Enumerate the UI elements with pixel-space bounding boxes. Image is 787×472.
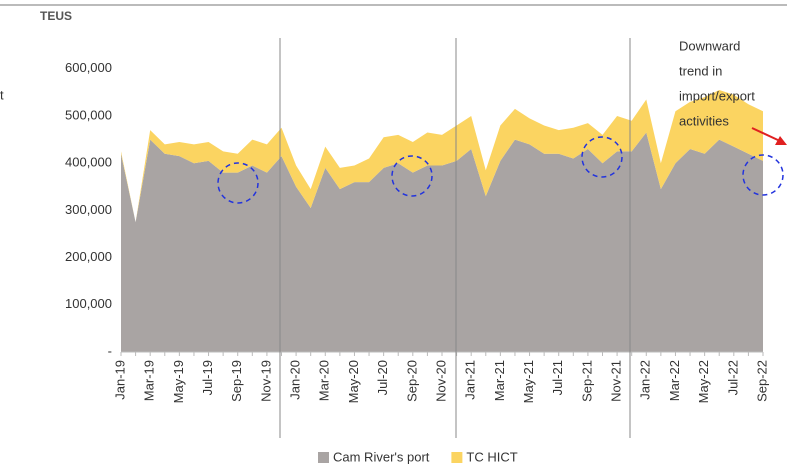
x-tick-label: May-19 — [171, 360, 186, 403]
y-tick-label: 200,000 — [65, 249, 112, 264]
y-tick-label: 100,000 — [65, 296, 112, 311]
highlights — [217, 136, 784, 204]
x-tick-label: Jan-20 — [288, 360, 303, 400]
arrow-shaft — [751, 127, 781, 142]
y-axis-label: TEUS — [40, 9, 72, 23]
legend-swatch — [318, 452, 329, 463]
x-tick-label: Sep-19 — [229, 360, 244, 402]
x-tick-label: Sep-20 — [404, 360, 419, 402]
legend: Cam River's port TC HICT — [318, 449, 518, 464]
highlight-circle — [391, 155, 433, 197]
highlight-circle — [581, 136, 623, 178]
x-tick-label: May-20 — [346, 360, 361, 403]
x-tick-label: Jul-20 — [375, 360, 390, 395]
legend-label: TC HICT — [466, 449, 517, 464]
x-tick-label: Mar-20 — [317, 360, 332, 401]
annotation: Downward trend in import/export activiti… — [679, 38, 787, 145]
separators — [279, 38, 631, 438]
annotation-line: import/export — [679, 88, 755, 103]
x-tick-label: Nov-19 — [258, 360, 273, 402]
x-tick-label: May-21 — [521, 360, 536, 403]
annotation-line: activities — [679, 113, 729, 128]
fragment-text: t — [0, 87, 4, 102]
x-tick-label: Jan-19 — [112, 360, 127, 400]
y-tick-label: 400,000 — [65, 155, 112, 170]
y-tick-label: 300,000 — [65, 202, 112, 217]
x-tick-label: Jul-21 — [550, 360, 565, 395]
annotation-line: trend in — [679, 63, 722, 78]
x-tick-label: Jan-22 — [638, 360, 653, 400]
y-tick-label: 600,000 — [65, 60, 112, 75]
x-tick-label: Mar-19 — [142, 360, 157, 401]
x-tick-label: Mar-21 — [492, 360, 507, 401]
area — [121, 90, 763, 223]
x-tick-label: Mar-22 — [667, 360, 682, 401]
annotation-line: Downward — [679, 38, 740, 53]
highlight-circle — [217, 162, 259, 204]
y-tick-label: 500,000 — [65, 107, 112, 122]
area — [121, 132, 763, 352]
arrow-head — [775, 136, 787, 145]
x-tick-label: Jul-19 — [200, 360, 215, 395]
legend-label: Cam River's port — [333, 449, 430, 464]
y-tick-label: - — [108, 343, 112, 358]
x-tick-label: May-22 — [696, 360, 711, 403]
x-tick-label: Jul-22 — [725, 360, 740, 395]
x-tick-label: Nov-20 — [433, 360, 448, 402]
highlight-circle — [742, 154, 784, 196]
legend-swatch — [451, 452, 463, 463]
x-tick-label: Sep-21 — [579, 360, 594, 402]
x-tick-label: Jan-21 — [463, 360, 478, 400]
x-tick-label: Sep-22 — [754, 360, 769, 402]
plot: - 100,000 200,000 300,000 400,000 500,000 600,… — [65, 60, 769, 403]
x-tick-label: Nov-21 — [609, 360, 624, 402]
